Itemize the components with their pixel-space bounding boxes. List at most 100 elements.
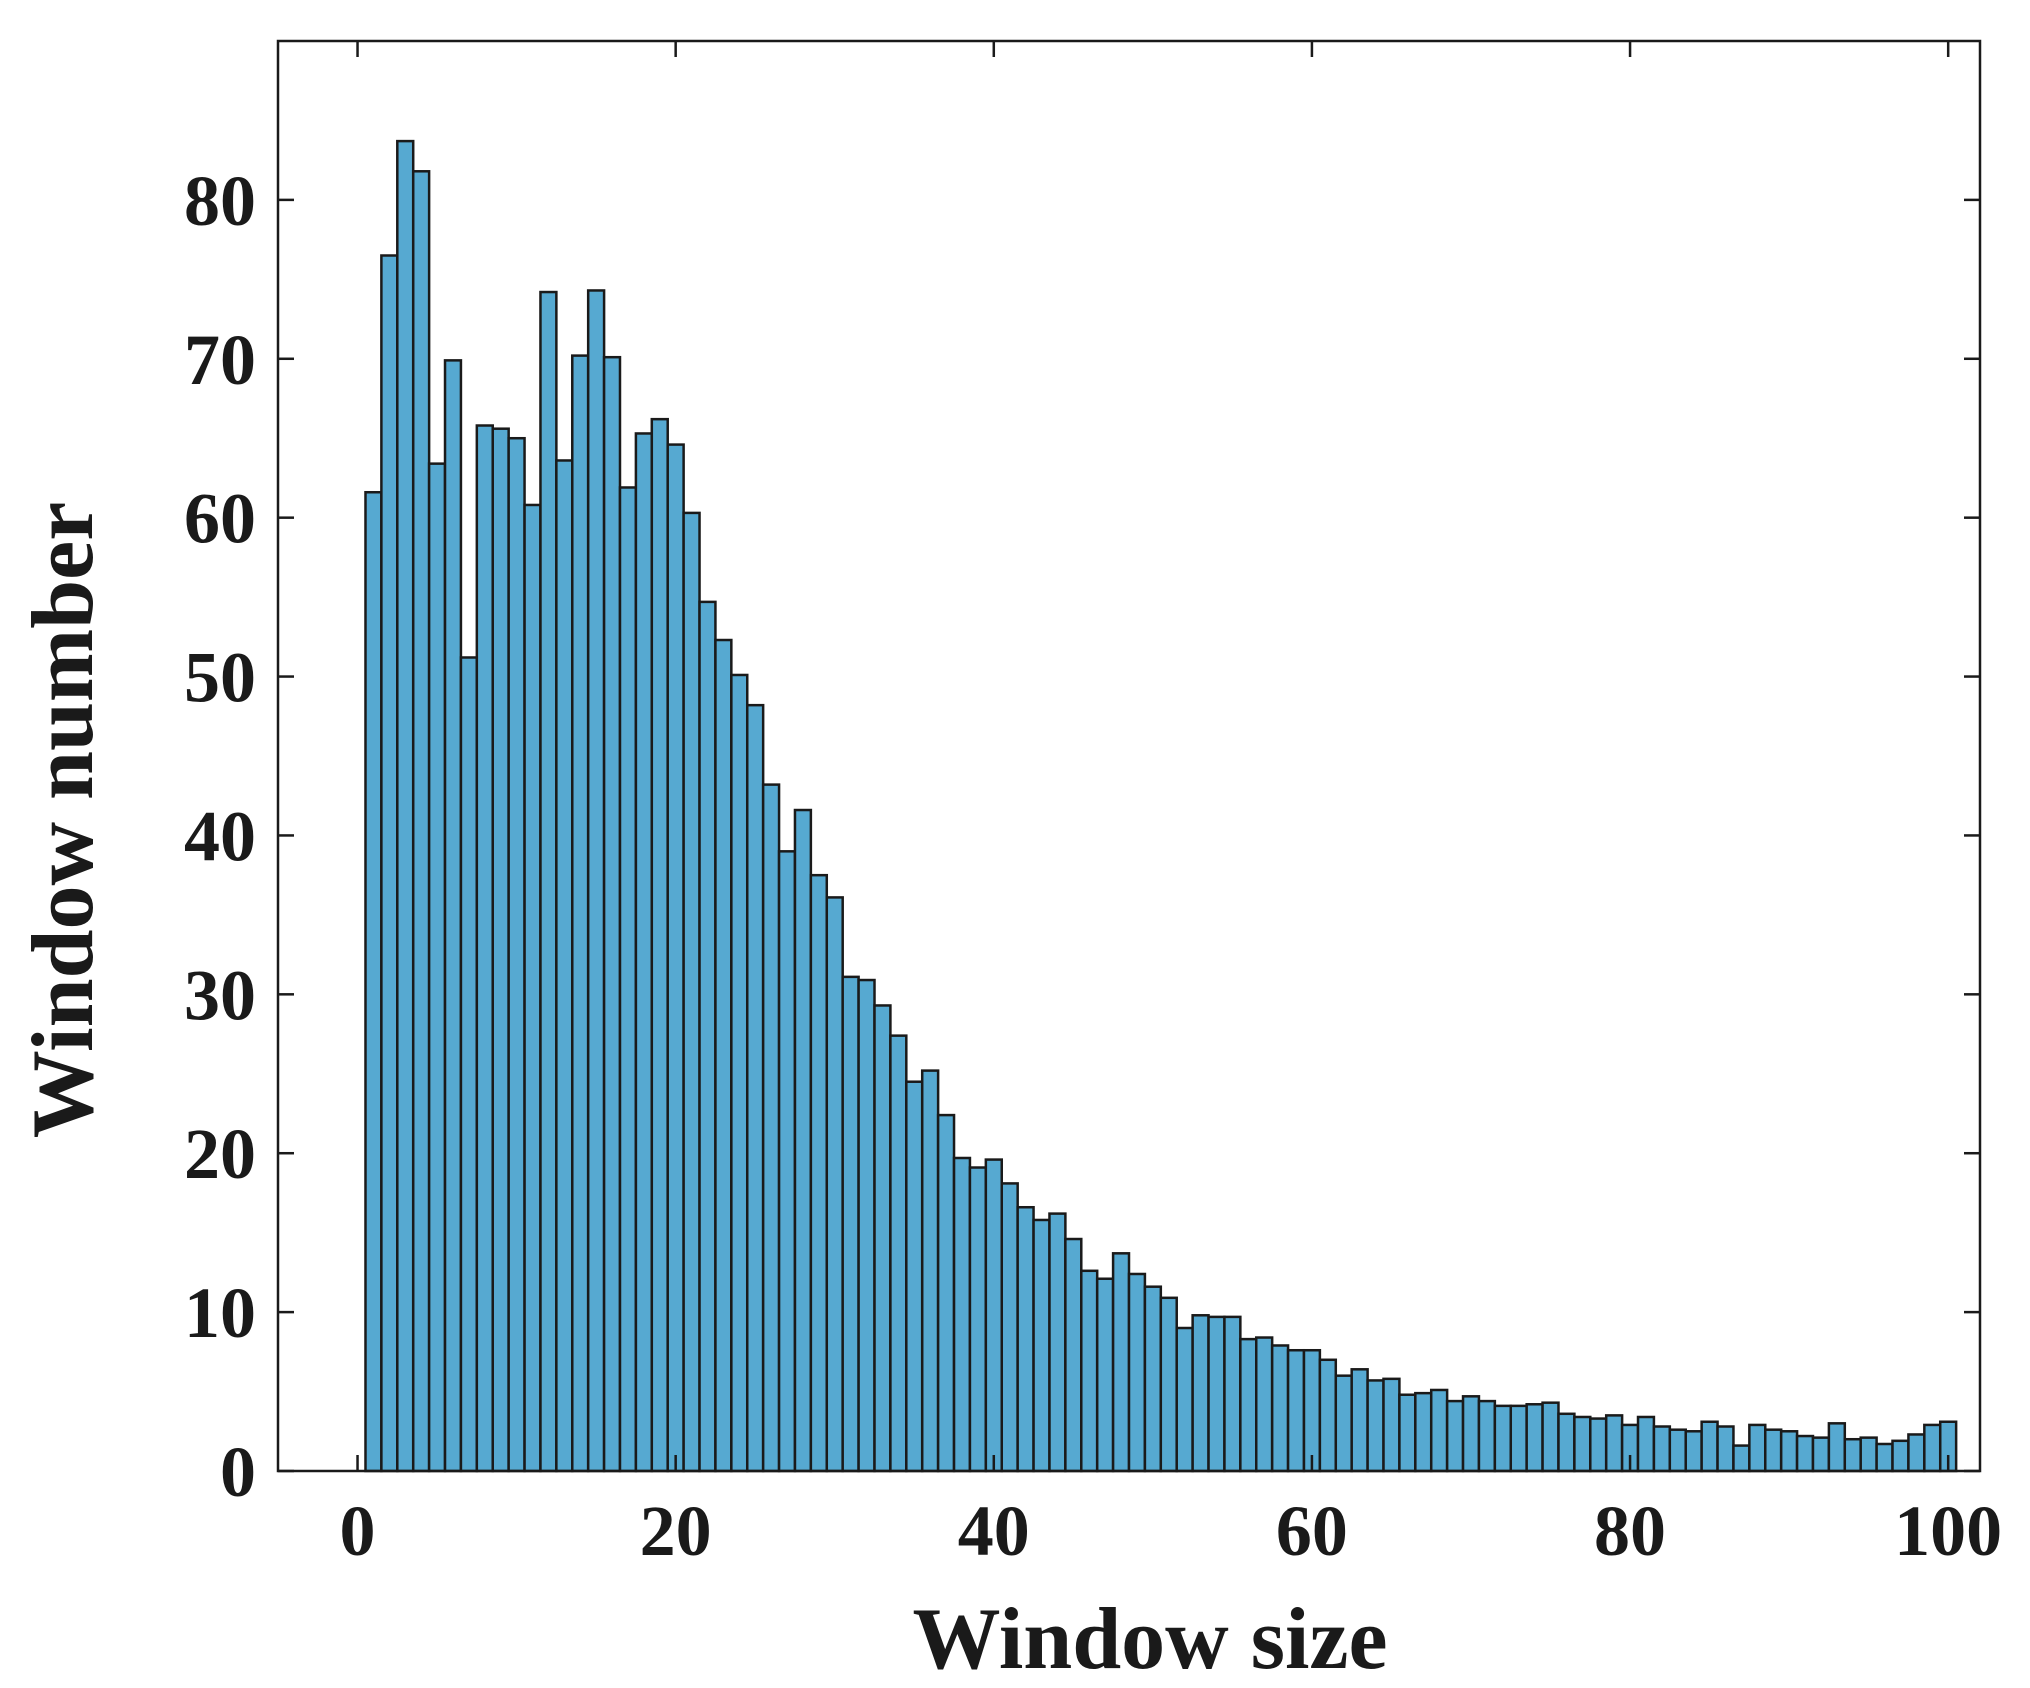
- histogram-bar: [1095, 1277, 1115, 1473]
- y-tick-label: 40: [184, 796, 256, 876]
- histogram-bar: [1700, 1420, 1719, 1473]
- histogram-bar: [1016, 1205, 1035, 1473]
- histogram-bar: [1048, 1212, 1067, 1473]
- histogram-bar: [698, 600, 717, 1473]
- histogram-bar: [523, 503, 542, 1473]
- histogram-bar: [1302, 1348, 1322, 1473]
- y-tick-label: 60: [184, 479, 256, 559]
- histogram-bar: [1207, 1315, 1226, 1473]
- histogram-bar: [555, 459, 574, 1473]
- histogram-bar: [1477, 1399, 1497, 1473]
- histogram-bar: [539, 290, 558, 1473]
- histogram-bar: [396, 139, 415, 1473]
- x-tick-label: 80: [1594, 1491, 1666, 1571]
- histogram-bar: [825, 896, 844, 1473]
- y-tick-label: 80: [184, 161, 256, 241]
- histogram-bar: [1891, 1439, 1910, 1473]
- histogram-bar: [714, 638, 733, 1473]
- histogram-bar: [1541, 1401, 1560, 1473]
- x-tick-label: 40: [958, 1491, 1030, 1571]
- histogram-bar: [1080, 1269, 1099, 1473]
- x-tick-label: 20: [640, 1491, 712, 1571]
- histogram-bar: [1748, 1423, 1767, 1473]
- histogram-bar: [650, 417, 669, 1473]
- histogram-bar: [602, 355, 622, 1473]
- x-axis-label: Window size: [912, 1591, 1387, 1688]
- histogram-bar: [1811, 1436, 1831, 1473]
- x-tick-label: 0: [340, 1491, 376, 1571]
- histogram-bar: [1875, 1442, 1894, 1473]
- histogram-bar: [1461, 1395, 1481, 1473]
- histogram-bar: [1764, 1428, 1783, 1473]
- histogram-bar: [459, 656, 479, 1473]
- y-tick-label: 70: [184, 320, 256, 400]
- histogram-bar: [682, 511, 701, 1473]
- histogram-bar: [1255, 1336, 1274, 1473]
- histogram-bar: [1573, 1415, 1592, 1473]
- histogram-bar: [571, 354, 590, 1473]
- y-axis-label: Window number: [15, 502, 112, 1139]
- histogram-bar: [1668, 1428, 1687, 1473]
- y-tick-label: 50: [184, 638, 256, 718]
- x-tick-label: 60: [1276, 1491, 1348, 1571]
- tick-labels: 0 20 40 60 80 100 0 10 20 30 40 50 60 70 80: [184, 161, 2002, 1571]
- histogram-bar: [475, 424, 494, 1473]
- histogram-bar: [1525, 1403, 1544, 1473]
- histogram-bar: [1286, 1348, 1306, 1473]
- y-tick-label: 30: [184, 955, 256, 1035]
- axis-ticks: [278, 41, 1980, 1473]
- histogram-bar: [920, 1069, 940, 1473]
- histogram-bar: [1318, 1358, 1338, 1473]
- y-tick-label: 10: [184, 1273, 256, 1353]
- histogram-bar: [1732, 1444, 1751, 1473]
- histogram-bar: [443, 359, 463, 1473]
- histogram-bar: [507, 436, 526, 1473]
- histogram-bar: [809, 873, 829, 1473]
- histogram-bar: [1445, 1399, 1465, 1473]
- histogram-bar: [1716, 1425, 1735, 1473]
- histogram-bar: [1000, 1182, 1019, 1473]
- histogram-bar: [1111, 1252, 1131, 1473]
- histogram-bar: [777, 850, 797, 1473]
- histogram-bar: [841, 975, 860, 1473]
- histogram-bar: [1334, 1374, 1353, 1473]
- histogram-bar: [968, 1166, 988, 1473]
- histogram-bar: [873, 1004, 892, 1473]
- histogram-bar: [1382, 1377, 1401, 1473]
- histogram-bar: [1223, 1315, 1242, 1473]
- histogram-bar: [1032, 1218, 1051, 1473]
- histogram-bar: [745, 703, 765, 1473]
- histogram-bar: [364, 490, 383, 1473]
- histogram-bar: [1843, 1437, 1862, 1473]
- bars-layer: [364, 139, 1958, 1473]
- y-tick-label: 20: [184, 1114, 256, 1194]
- histogram-bar: [1064, 1237, 1083, 1473]
- histogram-bar: [761, 783, 781, 1473]
- histogram-bar: [1191, 1314, 1210, 1473]
- histogram-bar: [1270, 1344, 1290, 1473]
- histogram-bar: [857, 978, 876, 1473]
- histogram-bar: [1795, 1434, 1815, 1473]
- histogram-bar: [905, 1080, 924, 1473]
- histogram-bar: [634, 432, 654, 1473]
- histogram-bar: [1636, 1415, 1656, 1473]
- histogram-bar: [1127, 1272, 1147, 1473]
- histogram-bar: [1366, 1379, 1385, 1473]
- histogram-bar: [1557, 1412, 1576, 1473]
- histogram-bar: [618, 486, 638, 1473]
- histogram-bar: [1350, 1368, 1369, 1473]
- histogram-bar: [586, 289, 606, 1473]
- histogram-bar: [1429, 1388, 1449, 1473]
- histogram-bar: [427, 462, 447, 1473]
- histogram-bar: [1684, 1430, 1703, 1473]
- histogram-bar: [1414, 1391, 1433, 1473]
- histogram-bar: [491, 427, 510, 1473]
- histogram-bar: [1923, 1423, 1942, 1473]
- histogram-bar: [793, 808, 813, 1473]
- histogram-bar: [889, 1034, 908, 1473]
- plot-frame: [276, 39, 1982, 1473]
- histogram-bar: [380, 254, 399, 1473]
- histogram-bar: [1493, 1404, 1513, 1473]
- histogram-bar: [1239, 1337, 1258, 1473]
